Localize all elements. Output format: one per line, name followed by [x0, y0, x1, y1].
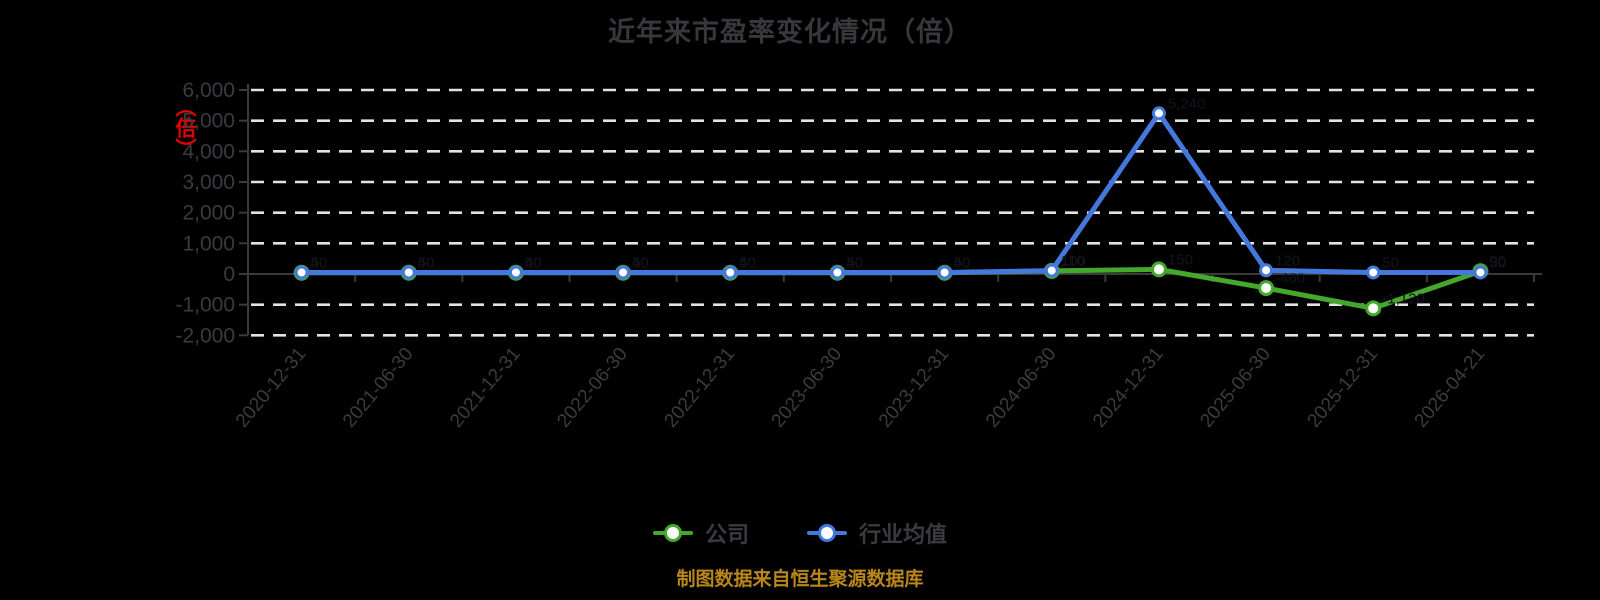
x-axis-tick-label: 2023-06-30 — [768, 344, 847, 432]
y-axis-unit-label: （倍） — [173, 96, 196, 159]
data-point-label: 120 — [1275, 252, 1300, 269]
y-axis-tick-label: 0 — [223, 263, 235, 286]
x-axis-tick-label: 2024-06-30 — [982, 344, 1061, 432]
data-point-marker[interactable] — [1258, 280, 1275, 297]
x-axis-tick-label: 2022-06-30 — [553, 344, 632, 432]
chart-legend: 公司 行业均值 — [0, 517, 1600, 549]
data-point-label: 50 — [846, 254, 863, 271]
data-point-marker[interactable] — [723, 265, 738, 280]
data-point-label: 40 — [739, 255, 756, 272]
data-point-marker[interactable] — [508, 265, 523, 280]
x-axis-tick-label: 2024-12-31 — [1089, 344, 1168, 432]
data-point-label: 100 — [1061, 253, 1086, 270]
data-point-marker[interactable] — [1473, 265, 1488, 280]
data-point-marker[interactable] — [1366, 265, 1381, 280]
y-axis-tick-label: 2,000 — [182, 202, 235, 225]
data-point-label: 40 — [311, 255, 328, 272]
data-point-label: 50 — [525, 254, 542, 271]
data-point-label: 150 — [1168, 251, 1193, 268]
data-point-label: -1,120 — [1382, 290, 1425, 307]
data-point-label: 50 — [954, 254, 971, 271]
data-point-label: 40 — [525, 255, 542, 272]
data-point-label: 5,240 — [1168, 95, 1206, 112]
data-source-note: 制图数据来自恒生聚源数据库 — [676, 569, 924, 590]
legend-label-industry-average: 行业均值 — [859, 522, 948, 547]
data-point-label: 50 — [739, 254, 756, 271]
data-point-marker[interactable] — [1365, 300, 1382, 317]
x-axis-tick-label: 2022-12-31 — [661, 344, 740, 432]
company-line-marker-icon — [652, 522, 693, 544]
y-axis-tick-label: 3,000 — [182, 171, 235, 194]
data-point-marker[interactable] — [1151, 106, 1166, 121]
data-point-label: 110 — [1061, 253, 1085, 270]
data-point-marker[interactable] — [294, 265, 309, 280]
x-axis-tick-label: 2025-12-31 — [1304, 344, 1383, 432]
data-point-label: 50 — [418, 254, 435, 271]
industry-line-marker-icon — [807, 522, 847, 544]
y-axis-tick-label: -2,000 — [175, 324, 235, 347]
legend-item-industry-average[interactable]: 行业均值 — [807, 517, 947, 549]
x-axis-tick-label: 2023-12-31 — [875, 344, 954, 432]
x-axis-tick-label: 2026-04-21 — [1411, 344, 1490, 432]
data-point-label: 50 — [1382, 254, 1399, 271]
y-axis-tick-label: 1,000 — [182, 232, 235, 255]
series-industry-line — [299, 110, 1483, 275]
y-axis-tick-label: 5,000 — [182, 110, 235, 133]
x-axis-tick-label: 2021-12-31 — [446, 344, 525, 432]
data-point-marker[interactable] — [1044, 263, 1059, 278]
x-axis-tick-label: 2021-06-30 — [339, 344, 418, 432]
data-point-marker[interactable] — [401, 265, 416, 280]
data-point-marker[interactable] — [1259, 263, 1274, 278]
data-point-marker[interactable] — [830, 265, 845, 280]
data-point-label: 50 — [1489, 254, 1506, 271]
y-axis-tick-label: -1,000 — [175, 294, 235, 317]
x-axis-tick-label: 2025-06-30 — [1196, 344, 1275, 432]
x-axis-tick-label: 2020-12-31 — [232, 344, 311, 432]
data-point-label: 40 — [954, 255, 971, 272]
data-point-label: 50 — [632, 254, 649, 271]
data-point-label: 40 — [632, 255, 649, 272]
data-point-marker[interactable] — [616, 265, 631, 280]
data-point-label: 90 — [1489, 253, 1506, 270]
y-axis-tick-label: 4,000 — [182, 140, 235, 163]
data-point-marker[interactable] — [937, 265, 952, 280]
y-axis-tick-label: 6,000 — [182, 79, 235, 102]
data-point-label: 50 — [311, 254, 328, 271]
legend-item-company[interactable]: 公司 — [652, 517, 749, 549]
legend-label-company: 公司 — [704, 522, 749, 547]
data-point-label: 40 — [418, 255, 435, 272]
data-point-label: 40 — [846, 255, 863, 272]
chart-title: 近年来市盈率变化情况（倍） — [608, 17, 972, 47]
data-point-marker[interactable] — [1150, 261, 1167, 278]
data-point-label: -460 — [1275, 270, 1305, 287]
